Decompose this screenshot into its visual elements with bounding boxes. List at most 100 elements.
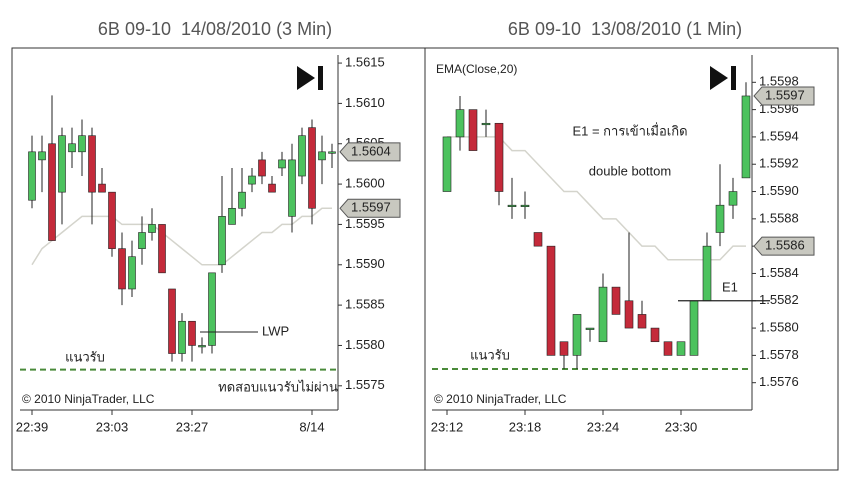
annotation: LWP	[262, 323, 289, 338]
y-tick-label: 1.5594	[759, 128, 799, 143]
candle-body	[559, 341, 569, 356]
candle-body	[442, 136, 452, 192]
candle-body	[585, 327, 595, 330]
candle-body	[238, 191, 246, 209]
price-tag	[753, 236, 815, 256]
x-tick-label: 23:27	[176, 419, 209, 434]
copyright: © 2010 NinjaTrader, LLC	[22, 392, 155, 406]
candle-body	[218, 216, 226, 266]
candle-body	[494, 122, 504, 192]
indicator-label: EMA(Close,20)	[436, 62, 517, 76]
candle-body	[108, 191, 116, 249]
candle-body	[728, 191, 738, 206]
candle-body	[520, 204, 530, 207]
candle-body	[741, 95, 751, 179]
x-tick-label: 23:12	[431, 419, 464, 434]
price-tag-label: 1.5586	[765, 238, 805, 253]
icon-bar	[318, 66, 323, 90]
candle-body	[676, 341, 686, 356]
icon-play	[297, 66, 315, 90]
candle-body	[598, 286, 608, 343]
chart-title: 6B 09-10 13/08/2010 (1 Min)	[508, 19, 742, 39]
panel-frame	[424, 47, 839, 471]
candle-body	[38, 151, 46, 161]
price-tag-label: 1.5597	[351, 200, 391, 215]
candle-body	[98, 183, 106, 193]
candle-body	[715, 204, 725, 233]
candle-body	[689, 300, 699, 356]
candle-body	[158, 224, 166, 274]
x-tick-label: 23:18	[509, 419, 542, 434]
y-tick-label: 1.5580	[759, 320, 799, 335]
candle-body	[298, 135, 306, 177]
copyright: © 2010 NinjaTrader, LLC	[434, 392, 567, 406]
annotation: E1 = การเข้าเมื่อเกิด	[572, 122, 687, 138]
annotation: ทดสอบแนวรับไม่ผ่าน	[218, 379, 338, 394]
y-tick-label: 1.5615	[345, 55, 385, 70]
candle-body	[118, 248, 126, 290]
y-tick-label: 1.5598	[759, 74, 799, 89]
candle-body	[198, 345, 206, 348]
candle-body	[533, 232, 543, 247]
candle-body	[268, 183, 276, 193]
candle-body	[48, 143, 56, 241]
candle-body	[78, 135, 86, 153]
x-tick-label: 23:24	[587, 419, 620, 434]
x-tick-label: 23:03	[96, 419, 129, 434]
candle-body	[572, 314, 582, 356]
y-tick-label: 1.5580	[345, 337, 385, 352]
ema-line	[31, 207, 332, 266]
candle-body	[507, 204, 517, 207]
candle-body	[28, 151, 36, 201]
candle-body	[663, 341, 673, 356]
support-label: แนวรับ	[470, 347, 510, 362]
price-tag	[753, 86, 815, 106]
candle-body	[288, 159, 296, 217]
y-tick-label: 1.5584	[759, 265, 799, 280]
y-tick-label: 1.5590	[345, 256, 385, 271]
candle-body	[168, 288, 176, 354]
candle-body	[138, 232, 146, 249]
candle-body	[702, 245, 712, 302]
y-tick-label: 1.5582	[759, 292, 799, 307]
y-tick-label: 1.5592	[759, 156, 799, 171]
support-label: แนวรับ	[65, 349, 105, 364]
annotation: E1	[722, 279, 738, 294]
annotation: double bottom	[589, 163, 671, 178]
candle-body	[58, 135, 66, 193]
ema-line	[447, 136, 746, 261]
y-tick-label: 1.5588	[759, 210, 799, 225]
candle-body	[650, 327, 660, 343]
candle-body	[308, 127, 316, 209]
icon-play	[710, 66, 728, 90]
y-tick-label: 1.5600	[345, 176, 385, 191]
x-tick-label: 23:30	[665, 419, 698, 434]
icon-bar	[731, 66, 736, 90]
candle-body	[546, 245, 556, 356]
x-tick-label: 22:39	[16, 419, 49, 434]
candle-body	[128, 256, 136, 290]
candle-body	[258, 159, 266, 177]
candle-body	[68, 143, 76, 153]
price-tag-label: 1.5604	[351, 143, 391, 158]
candle-body	[248, 175, 256, 185]
candle-body	[624, 300, 634, 329]
price-tag	[339, 142, 401, 162]
candle-body	[328, 151, 336, 154]
candle-body	[178, 320, 186, 354]
candle-body	[148, 224, 156, 233]
candle-body	[318, 151, 326, 161]
y-tick-label: 1.5578	[759, 347, 799, 362]
candle-body	[278, 159, 286, 169]
y-tick-label: 1.5610	[345, 95, 385, 110]
y-tick-label: 1.5576	[759, 374, 799, 389]
x-tick-label: 8/14	[299, 419, 324, 434]
candle-body	[637, 314, 647, 329]
y-tick-label: 1.5585	[345, 297, 385, 312]
y-tick-label: 1.5575	[345, 377, 385, 392]
y-tick-label: 1.5590	[759, 183, 799, 198]
candle-body	[468, 109, 478, 151]
candle-body	[188, 320, 196, 346]
candle-body	[455, 109, 465, 138]
